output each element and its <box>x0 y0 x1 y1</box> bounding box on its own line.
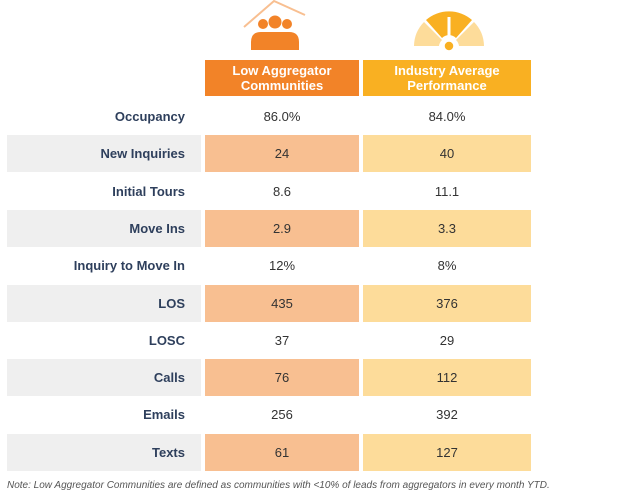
community-house-icon <box>243 0 306 50</box>
low-aggregator-value: 37 <box>274 332 290 348</box>
low-aggregator-value: 86.0% <box>263 109 301 124</box>
row-label: LOSC <box>148 332 185 348</box>
industry-average-value: 8% <box>437 258 457 274</box>
industry-average-value: 11.1 <box>434 183 460 199</box>
table-row: Inquiry to Move In 12% 8% <box>7 247 532 284</box>
industry-average-value: 376 <box>363 284 531 322</box>
performance-gauge-icon <box>414 11 484 52</box>
industry-average-value: 3.3 <box>363 209 531 247</box>
industry-average-value: 40 <box>363 135 531 173</box>
table-row: Occupancy 86.0% 84.0% <box>7 98 532 135</box>
table-row: LOS 435 376 <box>7 284 532 322</box>
table-row: Calls 76 112 <box>7 359 532 397</box>
table-row: Move Ins 2.9 3.3 <box>7 209 532 247</box>
row-label: New Inquiries <box>7 135 201 173</box>
row-label: Occupancy <box>114 109 185 124</box>
row-label: Initial Tours <box>112 183 185 199</box>
table-row: LOSC 37 29 <box>7 322 532 359</box>
low-aggregator-value: 2.9 <box>205 209 359 247</box>
low-aggregator-value: 12% <box>268 258 296 274</box>
table-row: Emails 256 392 <box>7 396 532 433</box>
low-aggregator-value: 8.6 <box>272 183 292 199</box>
row-label: Emails <box>143 407 185 423</box>
industry-average-value: 84.0% <box>428 109 466 124</box>
industry-average-header: Industry Average Performance <box>363 60 531 96</box>
low-aggregator-header: Low Aggregator Communities <box>205 60 359 96</box>
table-row: Initial Tours 8.6 11.1 <box>7 173 532 210</box>
row-label: Texts <box>7 433 201 471</box>
row-label: Move Ins <box>7 209 201 247</box>
industry-average-value: 29 <box>439 332 455 348</box>
industry-average-value: 127 <box>363 433 531 471</box>
low-aggregator-value: 435 <box>205 284 359 322</box>
low-aggregator-value: 24 <box>205 135 359 173</box>
low-aggregator-value: 76 <box>205 359 359 397</box>
table-row: New Inquiries 24 40 <box>7 135 532 173</box>
row-label: Calls <box>7 359 201 397</box>
low-aggregator-value: 256 <box>271 407 293 423</box>
table-row: Texts 61 127 <box>7 433 532 471</box>
row-label: Inquiry to Move In <box>73 258 185 274</box>
row-label: LOS <box>7 284 201 322</box>
footnote: Note: Low Aggregator Communities are def… <box>7 480 550 491</box>
industry-average-value: 392 <box>436 407 458 423</box>
low-aggregator-value: 61 <box>205 433 359 471</box>
industry-average-value: 112 <box>363 359 531 397</box>
